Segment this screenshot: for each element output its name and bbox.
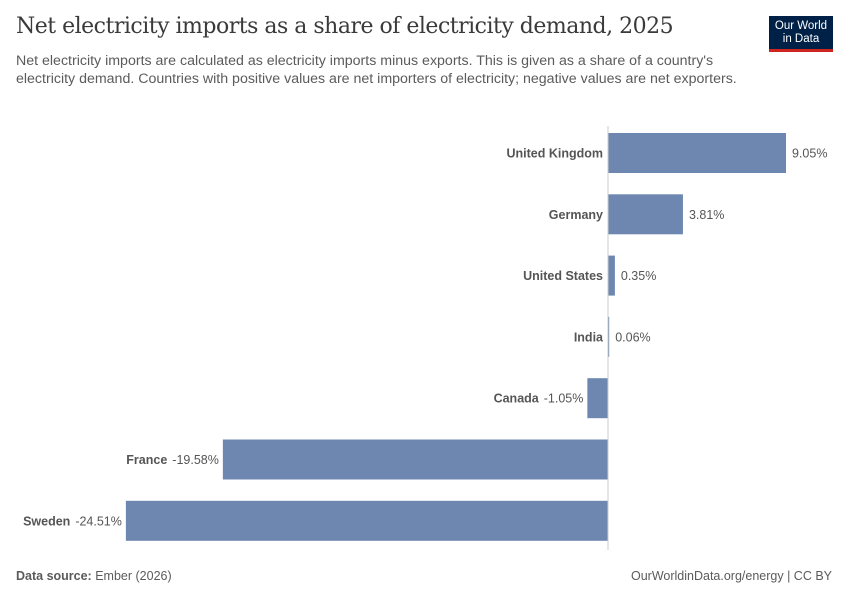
category-label: United Kingdom bbox=[506, 147, 603, 161]
logo-line-1: Our World bbox=[774, 20, 828, 32]
source-value[interactable]: Ember (2026) bbox=[95, 569, 172, 583]
bar bbox=[587, 378, 608, 419]
source-label: Data source: bbox=[16, 569, 92, 583]
value-label: 3.81% bbox=[689, 208, 724, 222]
category-label: India bbox=[574, 330, 604, 344]
chart-subtitle: Net electricity imports are calculated a… bbox=[16, 53, 737, 87]
value-label: 9.05% bbox=[792, 147, 827, 161]
category-label: United States bbox=[523, 269, 603, 283]
category-label: Sweden bbox=[23, 514, 70, 528]
value-label: 0.35% bbox=[621, 269, 656, 283]
bar bbox=[608, 133, 787, 173]
bar bbox=[608, 316, 610, 357]
value-label: -19.58% bbox=[172, 453, 219, 467]
chart-title: Net electricity imports as a share of el… bbox=[16, 14, 674, 39]
bar bbox=[125, 500, 608, 541]
category-label: France bbox=[126, 453, 167, 467]
bar bbox=[222, 439, 609, 480]
category-label: Canada bbox=[494, 392, 540, 406]
category-label: Germany bbox=[549, 208, 603, 222]
footer-url[interactable]: OurWorldinData.org/energy | CC BY bbox=[630, 569, 832, 583]
logo-line-2: in Data bbox=[782, 33, 820, 45]
value-label: -24.51% bbox=[75, 514, 122, 528]
value-label: -1.05% bbox=[544, 392, 584, 406]
bar bbox=[608, 194, 683, 235]
owid-logo[interactable]: Our World in Data bbox=[769, 16, 833, 52]
data-source: Data source: Ember (2026) bbox=[16, 569, 172, 583]
bar bbox=[608, 255, 615, 296]
value-label: 0.06% bbox=[615, 330, 650, 344]
